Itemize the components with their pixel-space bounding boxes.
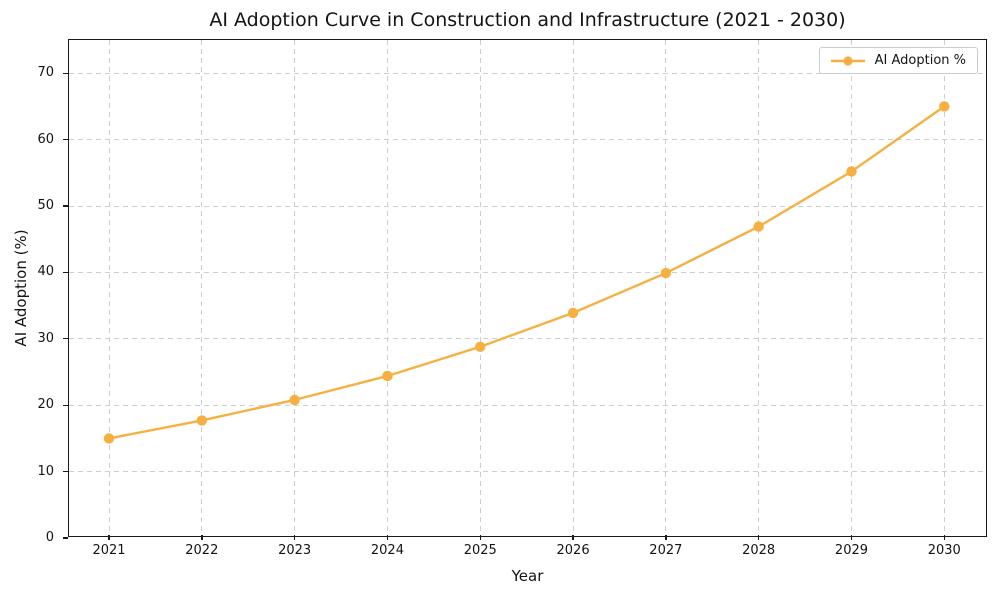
gridline-vertical bbox=[386, 40, 388, 536]
gridline-vertical bbox=[108, 40, 110, 536]
x-tick-label: 2023 bbox=[278, 543, 312, 558]
y-tick-label: 30 bbox=[37, 330, 54, 346]
x-tick-label: 2024 bbox=[370, 543, 404, 558]
y-tick-mark bbox=[62, 271, 68, 274]
data-point-2029 bbox=[846, 166, 857, 177]
gridline-vertical bbox=[665, 40, 667, 536]
y-tick-mark bbox=[62, 537, 68, 539]
y-tick-mark bbox=[62, 338, 68, 340]
gridline-horizontal bbox=[69, 271, 986, 273]
x-tick-mark bbox=[386, 535, 389, 540]
gridline-vertical bbox=[294, 40, 296, 536]
y-tick-mark bbox=[62, 205, 68, 207]
gridline-vertical bbox=[758, 40, 760, 536]
y-tick-label: 60 bbox=[37, 131, 54, 147]
line-series-ai-adoption bbox=[103, 101, 950, 444]
gridline-vertical bbox=[572, 40, 574, 536]
legend[interactable]: AI Adoption % bbox=[818, 47, 978, 74]
chart-title: AI Adoption Curve in Construction and In… bbox=[209, 9, 846, 31]
y-tick-label: 20 bbox=[37, 397, 54, 413]
x-tick-mark bbox=[943, 535, 945, 540]
gridline-vertical bbox=[201, 40, 203, 536]
x-tick-mark bbox=[479, 535, 481, 540]
x-axis-label: Year bbox=[511, 567, 544, 585]
x-tick-mark bbox=[293, 535, 296, 540]
x-tick-mark bbox=[665, 535, 667, 540]
x-tick-mark bbox=[850, 535, 853, 540]
gridline-horizontal bbox=[69, 471, 986, 473]
x-tick-mark bbox=[572, 535, 574, 540]
series-line bbox=[107, 105, 946, 440]
gridline-horizontal bbox=[69, 72, 986, 74]
gridline-vertical bbox=[479, 40, 481, 536]
data-point-2027 bbox=[660, 267, 672, 279]
x-tick-mark bbox=[201, 535, 203, 540]
gridline-horizontal bbox=[69, 205, 986, 207]
y-tick-mark bbox=[62, 72, 68, 74]
gridline-horizontal bbox=[69, 338, 986, 340]
y-tick-mark bbox=[62, 404, 68, 406]
data-point-2021 bbox=[103, 433, 115, 444]
gridline-horizontal bbox=[69, 404, 986, 406]
data-point-2025 bbox=[475, 341, 486, 352]
gridline-horizontal bbox=[69, 139, 986, 141]
x-tick-label: 2021 bbox=[92, 543, 126, 558]
gridline-vertical bbox=[943, 40, 945, 536]
x-tick-mark bbox=[108, 535, 110, 540]
x-tick-label: 2027 bbox=[649, 543, 683, 558]
x-tick-mark bbox=[757, 535, 760, 540]
legend-label: AI Adoption % bbox=[874, 53, 966, 68]
y-tick-label: 70 bbox=[37, 65, 54, 81]
data-point-2024 bbox=[382, 370, 393, 382]
y-tick-label: 50 bbox=[37, 198, 54, 213]
x-tick-label: 2028 bbox=[742, 543, 776, 558]
x-tick-label: 2025 bbox=[463, 543, 497, 558]
data-point-2028 bbox=[753, 221, 764, 232]
y-axis-label: AI Adoption (%) bbox=[12, 229, 30, 347]
x-tick-label: 2030 bbox=[927, 543, 961, 558]
y-tick-label: 0 bbox=[45, 530, 54, 545]
x-tick-label: 2026 bbox=[556, 543, 590, 558]
x-tick-label: 2022 bbox=[185, 543, 219, 558]
y-tick-mark bbox=[62, 470, 68, 473]
y-tick-label: 40 bbox=[37, 264, 54, 280]
gridline-vertical bbox=[850, 40, 852, 536]
y-tick-label: 10 bbox=[37, 463, 54, 479]
legend-line-sample-icon bbox=[830, 55, 865, 66]
data-point-2022 bbox=[196, 415, 208, 426]
plot-area: 2021 2022 2023 2024 2025 2026 2027 2028 2029 2030… bbox=[37, 39, 987, 558]
x-tick-label: 2029 bbox=[834, 543, 869, 558]
y-tick-mark bbox=[62, 138, 68, 141]
data-point-2026 bbox=[567, 307, 579, 319]
data-point-2023 bbox=[289, 394, 300, 406]
data-point-2030 bbox=[939, 101, 950, 112]
